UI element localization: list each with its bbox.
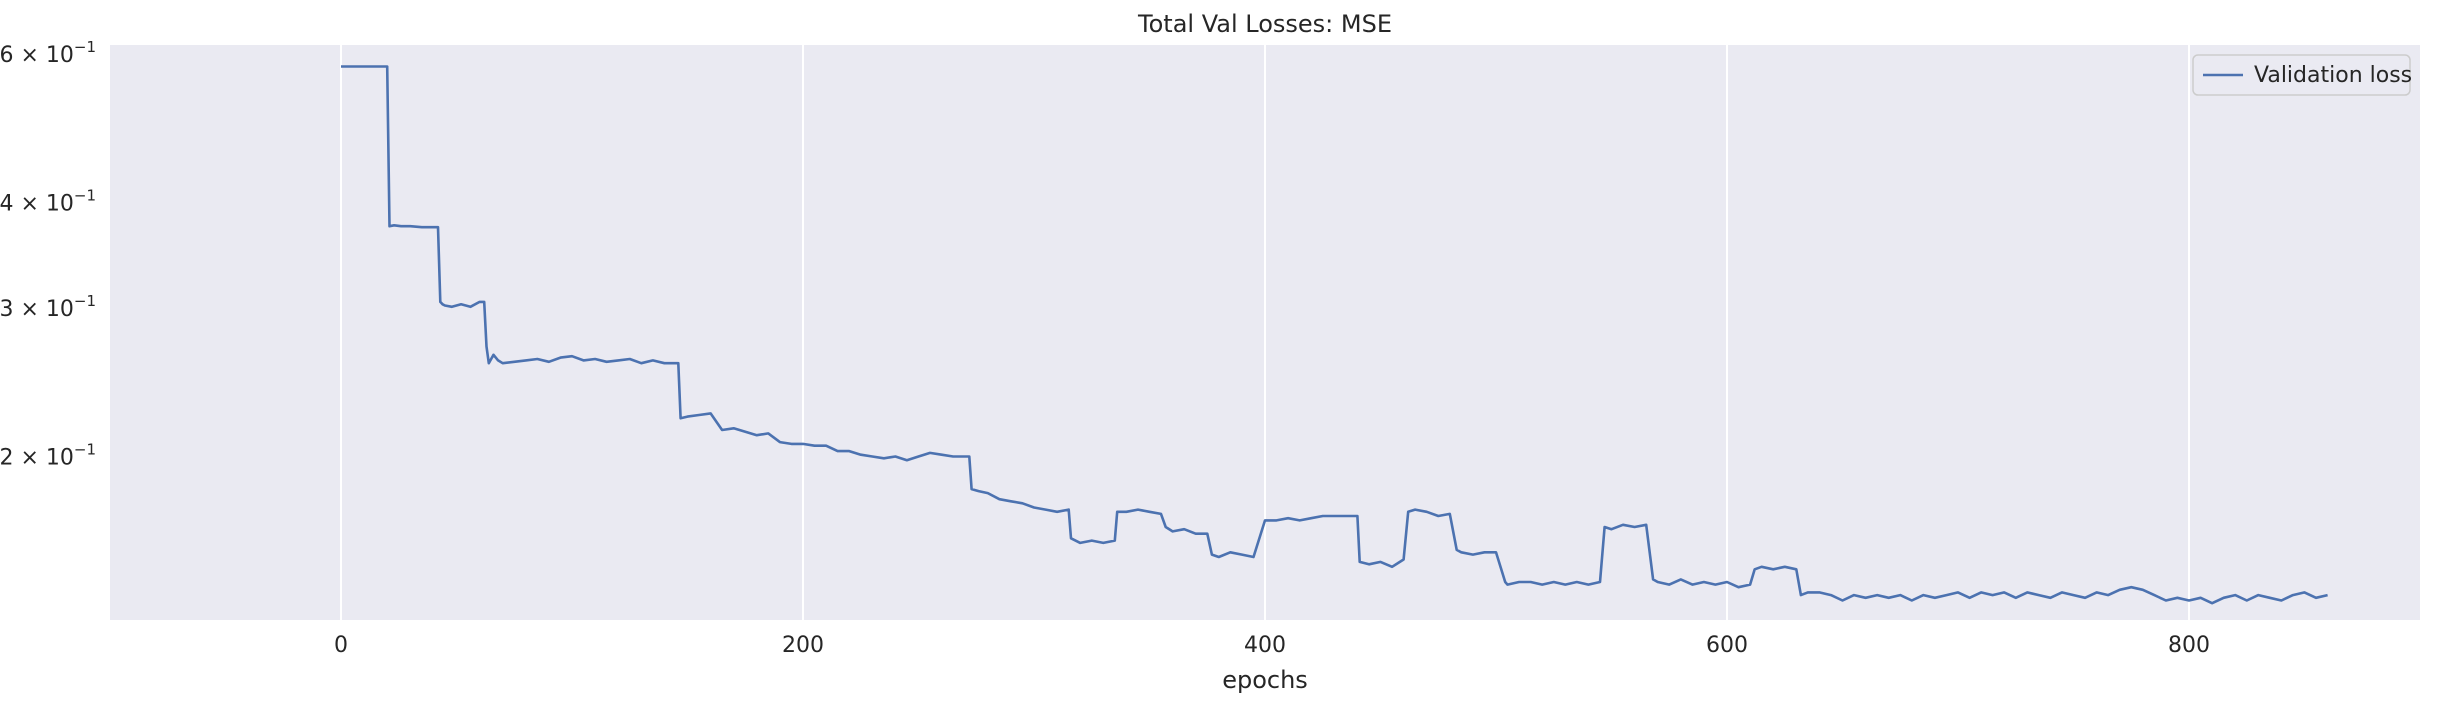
validation-loss-line [341, 65, 2328, 605]
y-tick-label: 4 × 10−1 [0, 187, 96, 217]
legend: Validation loss [2192, 54, 2412, 96]
x-tick-label: 200 [782, 633, 824, 658]
chart-title: Total Val Losses: MSE [1137, 10, 1392, 38]
x-tick-label: 400 [1244, 633, 1286, 658]
legend-box [2192, 54, 2411, 96]
legend-label: Validation loss [2254, 63, 2412, 88]
x-tick-label: 0 [334, 633, 348, 658]
y-tick-labels: 2 × 10−1 3 × 10−1 4 × 10−1 6 × 10−1 [0, 38, 96, 470]
x-tick-label: 800 [2168, 633, 2210, 658]
y-tick-label: 2 × 10−1 [0, 441, 96, 471]
x-tick-label: 600 [1706, 633, 1748, 658]
x-axis-label: epochs [1222, 666, 1308, 694]
y-tick-label: 3 × 10−1 [0, 292, 96, 322]
y-tick-label: 6 × 10−1 [0, 38, 96, 68]
x-tick-labels: 0 200 400 600 800 [334, 633, 2210, 658]
